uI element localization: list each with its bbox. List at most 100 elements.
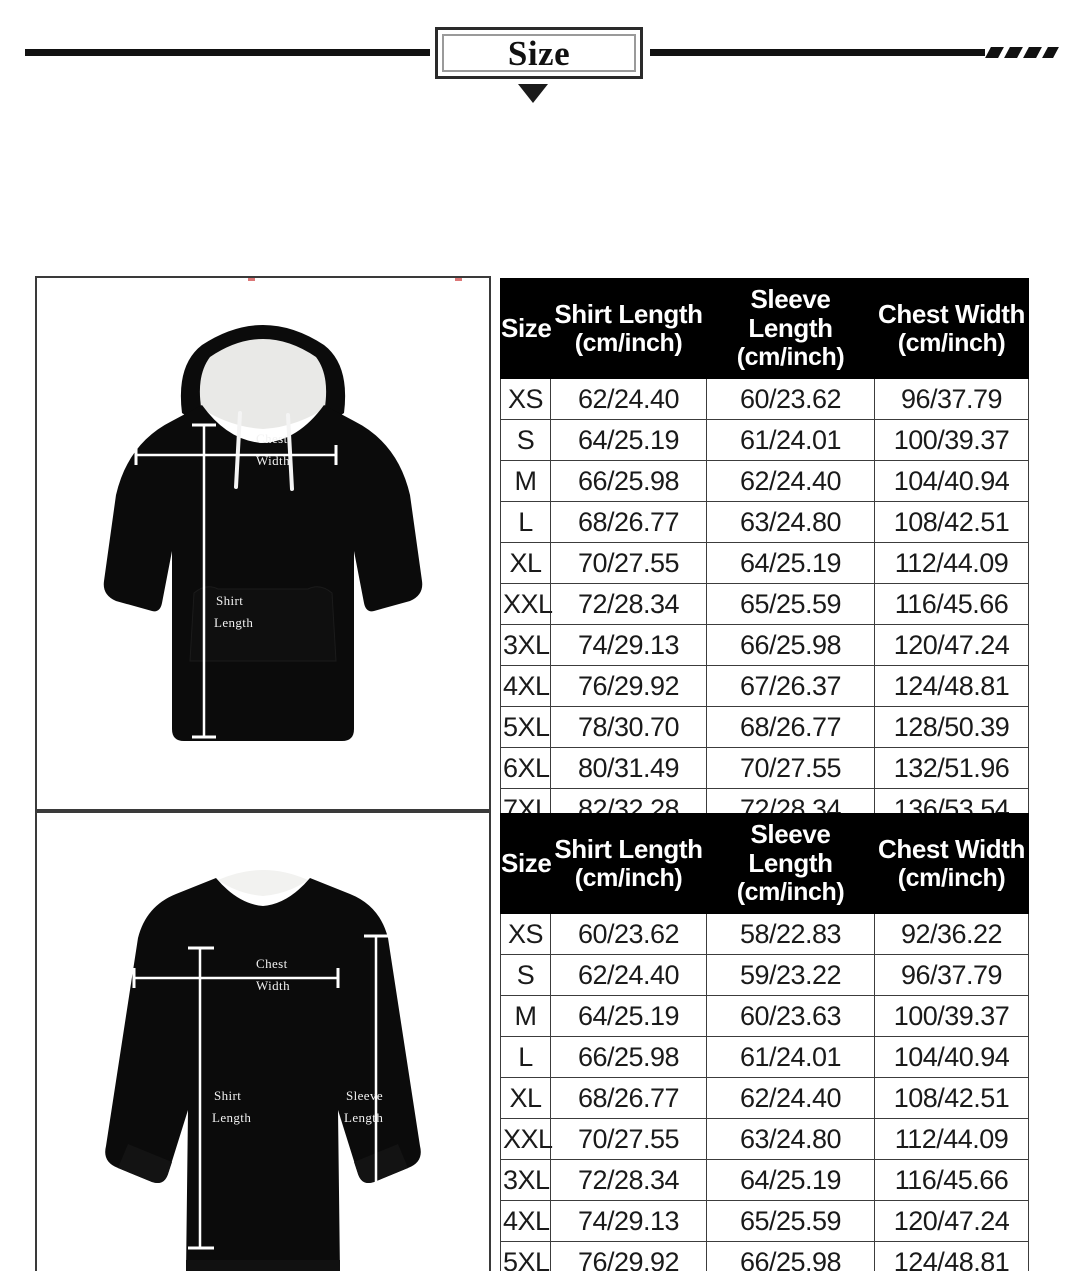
chest-width-cell: 100/39.37 [874, 995, 1029, 1038]
size-cell: 5XL [500, 1241, 551, 1271]
chest-width-cell: 104/40.94 [874, 460, 1029, 503]
column-header-chest-width: Chest Width (cm/inch) [874, 812, 1029, 915]
table-row: M 66/25.98 62/24.40 104/40.94 [500, 460, 1029, 503]
shirt-length-label-line2: Length [212, 1110, 251, 1125]
header-rule-left [25, 49, 430, 56]
shirt-length-cell: 64/25.19 [550, 995, 707, 1038]
sleeve-length-cell: 65/25.59 [706, 583, 875, 626]
sleeve-length-cell: 66/25.98 [706, 1241, 875, 1271]
column-header-sleeve-length-text: Sleeve Length [748, 284, 833, 344]
sleeve-length-cell: 62/24.40 [706, 460, 875, 503]
hoodie-svg: Chest Width Shirt Length [103, 324, 423, 741]
chest-width-cell: 96/37.79 [874, 954, 1029, 997]
chest-width-cell: 96/37.79 [874, 378, 1029, 421]
column-header-size: Size [500, 277, 552, 380]
column-header-chest-width: Chest Width (cm/inch) [874, 277, 1029, 380]
shirt-length-cell: 64/25.19 [550, 419, 707, 462]
chest-width-cell: 120/47.24 [874, 624, 1029, 667]
table-body-sweatshirt: XS 60/23.62 58/22.83 92/36.22 S 62/24.40 59/23… [500, 913, 1029, 1271]
chest-width-label-line1: Chest [256, 956, 288, 971]
sleeve-length-cell: 68/26.77 [706, 706, 875, 749]
shirt-length-cell: 68/26.77 [550, 501, 707, 544]
table-row: 3XL 74/29.13 66/25.98 120/47.24 [500, 624, 1029, 667]
shirt-length-cell: 74/29.13 [550, 1200, 707, 1243]
shirt-length-cell: 76/29.92 [550, 665, 707, 708]
sweatshirt-body [105, 878, 421, 1271]
table-row: M 64/25.19 60/23.63 100/39.37 [500, 995, 1029, 1038]
shirt-length-measure [188, 946, 214, 1250]
size-title-box-inner: Size [442, 34, 636, 72]
size-cell: L [500, 501, 551, 544]
table-header-row: Size Shirt Length (cm/inch) Sleeve Lengt… [500, 277, 1029, 380]
cuff-left [118, 1144, 172, 1183]
cuff-right [354, 1144, 408, 1183]
sweatshirt-illustration: Chest Width Shirt Length Sleeve Length [37, 813, 489, 1271]
size-cell: 4XL [500, 665, 551, 708]
table-row: 4XL 74/29.13 65/25.59 120/47.24 [500, 1200, 1029, 1243]
table-row: 6XL 80/31.49 70/27.55 132/51.96 [500, 747, 1029, 790]
column-header-sleeve-length-text: Sleeve Length [748, 819, 833, 879]
chest-width-label-line1: Chest [256, 431, 288, 446]
hoodie-size-table: Size Shirt Length (cm/inch) Sleeve Lengt… [500, 277, 1029, 831]
sleeve-length-cell: 66/25.98 [706, 624, 875, 667]
registration-mark [248, 278, 255, 281]
table-row: XXL 70/27.55 63/24.80 112/44.09 [500, 1118, 1029, 1161]
size-cell: 6XL [500, 747, 551, 790]
sleeve-length-cell: 63/24.80 [706, 501, 875, 544]
size-cell: M [500, 460, 551, 503]
header-rule-dashes [985, 47, 1060, 58]
shirt-length-label-line1: Shirt [216, 593, 243, 608]
sleeve-length-cell: 60/23.63 [706, 995, 875, 1038]
shirt-length-cell: 80/31.49 [550, 747, 707, 790]
hood-lining [195, 332, 331, 429]
chest-width-measure [134, 444, 338, 465]
sleeve-length-cell: 60/23.62 [706, 378, 875, 421]
column-header-chest-width-unit: (cm/inch) [897, 328, 1006, 357]
table-row: 5XL 76/29.92 66/25.98 124/48.81 [500, 1241, 1029, 1271]
table-row: S 62/24.40 59/23.22 96/37.79 [500, 954, 1029, 997]
chest-width-cell: 92/36.22 [874, 913, 1029, 956]
size-cell: 3XL [500, 624, 551, 667]
sleeve-length-measure [364, 934, 388, 1271]
chest-width-cell: 100/39.37 [874, 419, 1029, 462]
sweatshirt-size-table: Size Shirt Length (cm/inch) Sleeve Lengt… [500, 812, 1029, 1271]
chest-width-cell: 108/42.51 [874, 1077, 1029, 1120]
sleeve-length-cell: 67/26.37 [706, 665, 875, 708]
size-cell: XS [500, 913, 551, 956]
sleeve-length-cell: 59/23.22 [706, 954, 875, 997]
shirt-length-cell: 70/27.55 [550, 542, 707, 585]
hem-band [186, 1260, 340, 1271]
size-cell: M [500, 995, 551, 1038]
shirt-length-cell: 70/27.55 [550, 1118, 707, 1161]
sleeve-length-label-line2: Length [344, 1110, 383, 1125]
chest-width-cell: 132/51.96 [874, 747, 1029, 790]
chest-width-cell: 128/50.39 [874, 706, 1029, 749]
table-row: L 68/26.77 63/24.80 108/42.51 [500, 501, 1029, 544]
chest-width-cell: 108/42.51 [874, 501, 1029, 544]
table-body-hoodie: XS 62/24.40 60/23.62 96/37.79 S 64/25.19 61/24… [500, 378, 1029, 831]
chest-width-label-line2: Width [256, 453, 290, 468]
sleeve-length-cell: 64/25.19 [706, 542, 875, 585]
page-title: Size [507, 33, 571, 73]
shirt-length-cell: 62/24.40 [550, 378, 707, 421]
column-header-shirt-length-unit: (cm/inch) [574, 328, 683, 357]
table-row: 3XL 72/28.34 64/25.19 116/45.66 [500, 1159, 1029, 1202]
column-header-chest-width-text: Chest Width [877, 298, 1026, 329]
chest-width-cell: 104/40.94 [874, 1036, 1029, 1079]
column-header-shirt-length-text: Shirt Length [554, 833, 703, 864]
sleeve-length-cell: 65/25.59 [706, 1200, 875, 1243]
table-row: 5XL 78/30.70 68/26.77 128/50.39 [500, 706, 1029, 749]
shirt-length-cell: 60/23.62 [550, 913, 707, 956]
shirt-length-cell: 68/26.77 [550, 1077, 707, 1120]
column-header-shirt-length: Shirt Length (cm/inch) [550, 812, 707, 915]
column-header-chest-width-text: Chest Width [877, 833, 1026, 864]
shirt-length-cell: 78/30.70 [550, 706, 707, 749]
size-cell: XXL [500, 583, 553, 626]
shirt-length-cell: 66/25.98 [550, 1036, 707, 1079]
hoodie-illustration: Chest Width Shirt Length [37, 278, 489, 809]
shirt-length-cell: 66/25.98 [550, 460, 707, 503]
sleeve-length-cell: 61/24.01 [706, 1036, 875, 1079]
column-header-shirt-length-unit: (cm/inch) [574, 863, 683, 892]
size-cell: 4XL [500, 1200, 551, 1243]
sweatshirt-image-panel: Chest Width Shirt Length Sleeve Length [35, 811, 491, 1271]
